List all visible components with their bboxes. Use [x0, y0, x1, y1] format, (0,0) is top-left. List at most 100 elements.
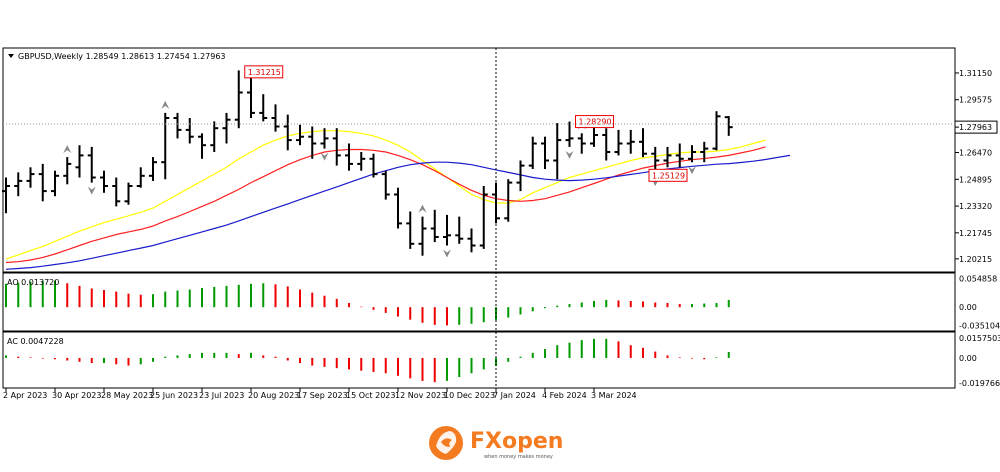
price-bar: [626, 129, 635, 154]
price-bar: [271, 104, 280, 132]
ac-label: AC 0.0047228: [7, 337, 64, 346]
price-bar: [688, 145, 696, 163]
price-bar: [124, 182, 133, 205]
fractal-down-icon: [565, 150, 574, 159]
price-bar: [136, 167, 145, 188]
annotation-box: [575, 115, 614, 129]
time-tick-label: 28 May 2023: [101, 391, 153, 400]
ao-tick-label: 0.054858: [959, 275, 997, 284]
price-bar: [247, 72, 255, 118]
fractal-down-icon: [443, 249, 451, 258]
annotation-label: 1.25129: [652, 171, 685, 180]
price-bar: [381, 170, 390, 200]
price-bar: [14, 172, 23, 197]
price-tick-label: 1.23320: [959, 202, 992, 211]
price-bar: [639, 128, 647, 158]
fractal-down-icon: [320, 152, 329, 161]
time-tick-label: 3 Mar 2024: [591, 391, 637, 400]
price-bar: [259, 94, 268, 122]
price-bar: [38, 163, 47, 202]
price-axis: 1.31150 1.29575 1.27963 1.26470 1.24895 1.233…: [954, 69, 1000, 388]
brand-tagline: when money makes money: [484, 454, 553, 460]
symbol-line: GBPUSD,Weekly 1.28549 1.28613 1.27454 1.…: [18, 52, 226, 61]
price-bar: [100, 170, 108, 193]
price-bar: [75, 145, 84, 178]
annotation-box: [244, 65, 284, 79]
price-bar: [675, 143, 684, 168]
ao-label: AO 0.013720: [7, 278, 59, 287]
price-bar: [26, 167, 35, 188]
time-tick-label: 30 Apr 2023: [52, 391, 101, 400]
ma-line-0: [5, 130, 766, 260]
ao-histogram: [5, 280, 730, 326]
price-bar: [345, 143, 353, 171]
time-tick-label: 15 Oct 2023: [346, 391, 395, 400]
price-bar: [210, 121, 219, 152]
time-tick-label: 17 Sep 2023: [297, 391, 348, 400]
price-tick-label: 1.20215: [959, 255, 992, 264]
price-bar: [51, 170, 59, 197]
time-tick-label: 4 Feb 2024: [542, 391, 587, 400]
time-tick-label: 10 Dec 2023: [444, 391, 495, 400]
price-bar: [173, 112, 182, 139]
price-bar: [320, 128, 329, 149]
price-bar: [479, 186, 488, 249]
price-tick-label: 1.29575: [959, 96, 992, 105]
price-bar: [602, 128, 611, 161]
ma-line-1: [5, 146, 766, 264]
price-panel-frame: [2, 47, 956, 273]
ac-tick-label: -0.019766: [959, 379, 1000, 388]
price-bar: [63, 157, 72, 185]
ac-histogram: [5, 338, 730, 383]
price-bar: [724, 116, 733, 136]
fractal-down-icon: [87, 186, 96, 195]
price-bar: [504, 179, 513, 222]
time-tick-label: 20 Aug 2023: [248, 391, 299, 400]
time-tick-label: 2 Apr 2023: [3, 391, 47, 400]
time-tick-label: 12 Nov 2023: [395, 391, 446, 400]
price-bar: [234, 70, 243, 129]
price-bar: [2, 177, 10, 214]
price-tick-label: 1.27963: [959, 123, 992, 132]
ac-tick-label: 0.00: [959, 354, 977, 363]
time-tick-label: 7 Jan 2024: [493, 391, 536, 400]
price-bar: [418, 216, 427, 256]
price-bar: [308, 126, 317, 159]
price-bar: [443, 214, 451, 246]
price-bar: [565, 121, 574, 147]
price-bar: [541, 136, 549, 169]
fractal-up-icon: [418, 204, 427, 213]
fxopen-logo: FXopen when money makes money: [429, 426, 563, 460]
price-bar: [149, 157, 157, 181]
price-bar: [516, 160, 525, 192]
price-bar: [369, 153, 378, 178]
price-bar: [283, 114, 292, 151]
ac-panel-frame: [2, 331, 956, 389]
ao-tick-label: -0.035104: [959, 321, 1000, 330]
price-bar: [577, 133, 586, 154]
price-bar: [663, 146, 672, 168]
fractal-up-icon: [161, 100, 170, 109]
price-bar: [394, 187, 402, 229]
fractal-down-icon: [688, 166, 696, 175]
price-tick-label: 1.24895: [959, 175, 992, 184]
triangle-down-icon[interactable]: [8, 54, 14, 58]
price-bar: [467, 228, 476, 253]
price-tick-label: 1.26470: [959, 149, 992, 158]
price-annotations: 1.31215 1.28290 1.25129: [244, 65, 688, 182]
price-bar: [87, 146, 96, 183]
price-tick-label: 1.31150: [959, 69, 992, 78]
price-bar: [332, 128, 341, 166]
annotation-label: 1.28290: [579, 118, 612, 127]
ao-panel-frame: [2, 272, 956, 332]
ac-tick-label: 0.0157503: [959, 334, 1000, 343]
ao-tick-label: 0.00: [959, 303, 977, 312]
time-tick-label: 25 Jun 2023: [150, 391, 198, 400]
price-bar: [528, 136, 537, 169]
brand-name: FXopen: [470, 429, 563, 454]
price-bar: [112, 177, 121, 207]
annotation-box: [648, 168, 688, 182]
fractal-up-icon: [63, 145, 72, 154]
